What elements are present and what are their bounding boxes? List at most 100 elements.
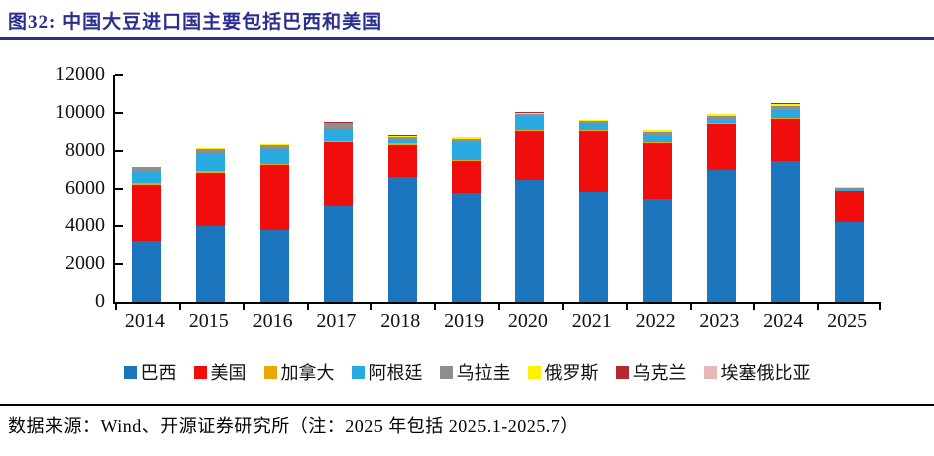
- bar-stack-2024: [770, 103, 800, 302]
- bar-segment: [515, 113, 545, 117]
- bar-segment: [451, 161, 481, 194]
- bar-segment: [706, 122, 736, 124]
- bar-segment: [260, 148, 290, 164]
- legend-item: 阿根廷: [351, 359, 423, 385]
- legend-item: 美国: [193, 359, 247, 385]
- bar-segment: [132, 171, 162, 184]
- bar-segment: [770, 103, 800, 106]
- legend-swatch-icon: [263, 365, 277, 379]
- bar-segment: [579, 120, 609, 121]
- legend-label: 埃塞俄比亚: [720, 363, 811, 383]
- legend-item: 埃塞俄比亚: [703, 359, 811, 385]
- x-tick-mark: [689, 304, 692, 310]
- bar-segment: [196, 149, 226, 154]
- bar-segment: [387, 177, 417, 302]
- bar-segment: [196, 226, 226, 302]
- legend-swatch-icon: [615, 365, 629, 379]
- bar-segment: [515, 112, 545, 114]
- bar-segment: [132, 183, 162, 185]
- bar-segment: [387, 139, 417, 144]
- bar-segment: [579, 191, 609, 302]
- bar-segment: [451, 141, 481, 160]
- bar-segment: [132, 184, 162, 242]
- footer-divider: [0, 404, 934, 406]
- y-tick-label: 6000: [65, 176, 105, 199]
- bar-segment: [451, 137, 481, 139]
- bar-segment: [579, 122, 609, 130]
- bar-segment: [196, 153, 226, 172]
- bar-segment: [643, 130, 673, 132]
- x-tick-mark: [434, 304, 437, 310]
- bar-segment: [387, 143, 417, 145]
- bar-segment: [196, 172, 226, 227]
- bar-segment: [323, 205, 353, 302]
- y-tick-mark: [115, 187, 123, 190]
- y-tick-mark: [115, 149, 123, 152]
- bar-segment: [834, 191, 864, 222]
- bar-stack-2015: [196, 147, 226, 302]
- bar-segment: [579, 129, 609, 131]
- legend-item: 俄罗斯: [527, 359, 599, 385]
- bar-segment: [323, 141, 353, 143]
- bar-segment: [706, 114, 736, 116]
- x-tick-label: 2017: [316, 310, 357, 332]
- bar-segment: [260, 163, 290, 166]
- x-tick-mark: [753, 304, 756, 310]
- bar-segment: [323, 128, 353, 142]
- bar-segment: [387, 135, 417, 138]
- x-tick-mark: [879, 304, 881, 310]
- bar-segment: [706, 123, 736, 170]
- bar-segment: [515, 130, 545, 132]
- y-tick-label: 8000: [65, 138, 105, 161]
- bar-stack-2018: [387, 134, 417, 302]
- x-tick-label: 2023: [699, 310, 740, 332]
- x-tick-label: 2019: [444, 310, 485, 332]
- x-tick-label: 2015: [188, 310, 229, 332]
- y-tick-label: 2000: [65, 252, 105, 275]
- y-tick-mark: [115, 263, 123, 266]
- x-tick-mark: [625, 304, 628, 310]
- bar-segment: [643, 143, 673, 200]
- bar-segment: [387, 137, 417, 140]
- legend-label: 乌克兰: [632, 363, 687, 383]
- y-tick-label: 12000: [55, 63, 105, 86]
- x-tick-label: 2016: [252, 310, 293, 332]
- bar-segment: [451, 138, 481, 142]
- bar-stack-2022: [643, 129, 673, 302]
- y-tick-mark: [115, 225, 123, 228]
- bar-segment: [834, 187, 864, 189]
- bar-stack-2014: [132, 166, 162, 302]
- bar-stack-2017: [323, 121, 353, 302]
- legend-label: 俄罗斯: [544, 363, 599, 383]
- x-tick-mark: [498, 304, 500, 310]
- source-note: 数据来源：Wind、开源证券研究所（注：2025 年包括 2025.1-2025…: [8, 416, 579, 436]
- bar-stack-2025: [834, 186, 864, 302]
- legend-label: 阿根廷: [368, 363, 423, 383]
- x-tick-label: 2018: [380, 310, 421, 332]
- bar-segment: [515, 131, 545, 181]
- bar-segment: [387, 135, 417, 136]
- x-tick-label: 2025: [827, 310, 868, 332]
- bar-segment: [323, 123, 353, 129]
- bar-stack-2020: [515, 112, 545, 302]
- bar-segment: [834, 188, 864, 191]
- x-tick-mark: [178, 304, 181, 310]
- legend-label: 美国: [210, 363, 247, 383]
- bar-stack-2019: [451, 136, 481, 302]
- bar-segment: [132, 167, 162, 172]
- title-divider: [0, 37, 934, 40]
- bar-segment: [770, 110, 800, 118]
- bar-segment: [451, 193, 481, 302]
- bar-stack-2021: [579, 119, 609, 302]
- bar-segment: [260, 229, 290, 302]
- legend-swatch-icon: [527, 365, 541, 379]
- x-tick-mark: [370, 304, 373, 310]
- bar-segment: [579, 130, 609, 192]
- legend-swatch-icon: [703, 365, 717, 379]
- chart-legend: 巴西 美国 加拿大 阿根廷 乌拉圭 俄罗斯 乌克兰 埃塞俄比亚: [0, 359, 934, 385]
- figure-title: 图32: 中国大豆进口国主要包括巴西和美国: [8, 12, 383, 33]
- bar-stack-2023: [706, 113, 736, 302]
- bar-segment: [643, 199, 673, 302]
- legend-label: 乌拉圭: [456, 363, 511, 383]
